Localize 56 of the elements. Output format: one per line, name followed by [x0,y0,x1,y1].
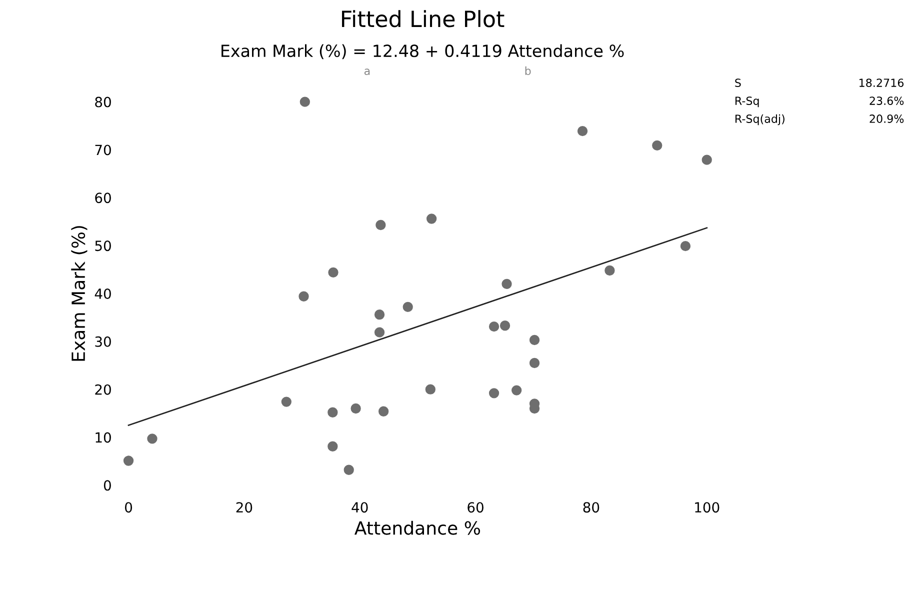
point [344,464,354,475]
text: 20.9% [870,114,904,123]
point [281,396,292,407]
y-tick-label: 60 [95,192,111,204]
point [529,358,540,368]
point [328,441,338,452]
point [652,140,662,151]
y-tick-label: 0 [104,480,111,491]
point [350,403,361,414]
y-tick-label: 50 [95,240,111,252]
y-axis-title: Exam Mark (%) [71,226,88,361]
point [328,267,338,278]
x-tick-label: 0 [125,502,132,513]
x-tick-label: 80 [583,502,600,513]
point [680,240,691,252]
text: 23.6% [870,96,904,105]
text: 18.2716 [860,78,904,88]
x-tick-label: 60 [468,502,484,513]
point [502,278,512,290]
point [702,154,712,165]
point [378,406,389,416]
chart-subtitle: Exam Mark (%) = 12.48 + 0.4119 Attendance % [222,44,624,60]
point [425,384,436,394]
point [488,388,500,398]
point [374,327,385,338]
text: R-Sq [735,96,759,108]
text: S [735,78,741,88]
point [488,321,500,332]
point [374,310,385,320]
chart-title: Fitted Line Plot [342,10,504,28]
point [328,407,338,418]
point [123,456,134,466]
point [529,334,540,346]
y-tick-label: 20 [95,384,111,395]
point [512,385,522,396]
y-tick-label: 40 [94,288,111,299]
text: a [364,68,370,76]
point [298,291,309,302]
y-tick-label: 30 [95,336,111,347]
text: R-Sq(adj) [735,114,784,126]
point [376,220,386,230]
text: b [525,66,531,76]
x-tick-label: 20 [236,502,252,513]
y-tick-label: 10 [96,432,111,443]
point [402,302,413,312]
point [426,214,437,224]
point [300,96,310,107]
x-tick-label: 100 [695,502,720,513]
point [577,126,588,136]
y-tick-label: 80 [95,96,111,108]
point [500,320,510,331]
point [604,265,615,276]
y-tick-label: 70 [95,144,111,156]
point [147,434,158,444]
x-axis-title: Attendance % [354,520,480,535]
x-tick-label: 40 [352,502,368,513]
